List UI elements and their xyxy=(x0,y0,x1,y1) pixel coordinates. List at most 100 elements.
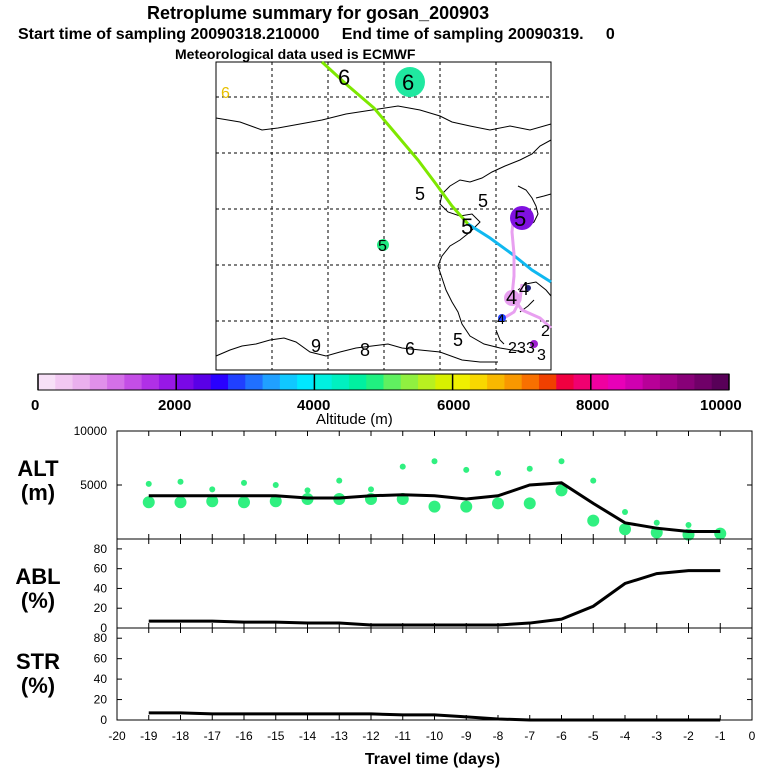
scatter-point xyxy=(336,477,343,484)
alt-label-line2: (m) xyxy=(20,480,56,505)
colorbar-tick-label: 2000 xyxy=(158,397,191,414)
scatter-point xyxy=(177,478,184,485)
colorbar-swatch xyxy=(659,374,678,390)
scatter-point xyxy=(590,477,597,484)
colorbar-swatch xyxy=(331,374,350,390)
abl-panel: 0 20 40 60 80 xyxy=(94,538,753,635)
colorbar-swatch xyxy=(314,374,333,390)
colorbar-swatch xyxy=(210,374,229,390)
colorbar-tick-labels: 0 2000 4000 6000 8000 10000 xyxy=(31,397,742,414)
trajectory-green xyxy=(320,60,470,225)
y-tick-label: 40 xyxy=(94,581,108,595)
x-tick-label: -1 xyxy=(715,729,726,743)
marker-purple xyxy=(510,206,534,230)
colorbar-swatch xyxy=(435,374,454,390)
colorbar-tick-label: 8000 xyxy=(576,397,609,414)
day-label: 4 xyxy=(497,311,505,327)
colorbar-swatch xyxy=(366,374,384,390)
scatter-point xyxy=(238,496,250,509)
y-tick-label: 60 xyxy=(94,652,108,666)
panel-frame xyxy=(116,538,753,629)
colorbar-swatch xyxy=(418,374,436,390)
scatter-point xyxy=(269,495,282,508)
marker-purple-small xyxy=(530,340,538,348)
scatter-point xyxy=(209,486,216,493)
colorbar-swatch xyxy=(469,374,488,390)
str-label-line1: STR xyxy=(16,649,60,674)
day-label: 4 xyxy=(519,279,529,299)
scatter-point xyxy=(428,500,441,513)
day-label: 4 xyxy=(506,287,517,309)
day-label: 5 xyxy=(461,214,473,239)
series-line xyxy=(148,711,721,722)
scatter-point xyxy=(272,482,279,488)
scatter-point xyxy=(555,484,568,497)
scatter-point xyxy=(241,479,247,486)
x-tick-label: -5 xyxy=(588,729,599,743)
colorbar-swatch xyxy=(297,374,315,390)
scatter-point xyxy=(587,514,600,527)
str-panel-label: STR (%) xyxy=(10,650,66,698)
day-label: 5 xyxy=(415,184,425,204)
marker-teal-large xyxy=(395,67,425,97)
day-label: 3 xyxy=(537,347,546,364)
day-label: 6 xyxy=(402,70,414,95)
series-line xyxy=(148,481,721,533)
x-tick-label: -14 xyxy=(299,729,317,743)
str-label-line2: (%) xyxy=(20,673,56,698)
trajectory-pink xyxy=(510,211,553,330)
trajectory-map: 6 6 6 5 5 5 5 5 9 8 6 5 4 4 4 2 2 3 3 3 xyxy=(215,60,553,371)
met-data-line: Meteorological data used is ECMWF xyxy=(175,46,416,62)
trajectory-cyan xyxy=(467,222,552,284)
colorbar-swatch xyxy=(538,374,557,390)
x-tick-label: -9 xyxy=(461,729,472,743)
colorbar-swatch xyxy=(487,374,505,390)
y-tick-label: 10000 xyxy=(74,424,108,438)
alt-panel: 5000 10000 xyxy=(74,424,753,541)
scatter-point xyxy=(526,465,533,472)
day-label: 8 xyxy=(360,340,370,360)
x-tick-label: -8 xyxy=(493,729,504,743)
map-gridlines xyxy=(216,62,551,370)
trajectories xyxy=(320,60,553,330)
colorbar-swatch xyxy=(452,374,471,390)
scatter-point xyxy=(492,497,504,510)
colorbar-swatch xyxy=(348,374,367,390)
x-tick-label: -20 xyxy=(108,729,126,743)
marker-blue xyxy=(498,314,506,322)
x-tick-label: -17 xyxy=(204,729,222,743)
colorbar-label: Altitude (m) xyxy=(316,411,393,428)
scatter-point xyxy=(685,521,692,528)
scatter-point xyxy=(523,497,536,510)
colorbar-swatch xyxy=(504,374,523,390)
alt-label-line1: ALT xyxy=(17,456,59,481)
colorbar-swatch xyxy=(625,374,644,390)
panel-frame xyxy=(116,627,753,721)
day-label: 5 xyxy=(514,206,526,231)
colorbar-swatch xyxy=(245,374,264,390)
x-tick-label: -11 xyxy=(395,729,412,743)
x-tick-label: -12 xyxy=(362,729,380,743)
scatter-point xyxy=(495,470,501,477)
trajectory-markers xyxy=(377,67,538,348)
colorbar-swatch xyxy=(72,374,91,390)
y-tick-label: 20 xyxy=(94,601,108,615)
colorbar-tick-label: 0 xyxy=(31,397,39,414)
colorbar-swatch xyxy=(176,374,194,390)
chart-title: Retroplume summary for gosan_200903 xyxy=(147,3,490,23)
scatter-point xyxy=(460,500,473,513)
y-tick-label: 5000 xyxy=(80,478,107,492)
scatter-point xyxy=(622,509,628,515)
colorbar-tick-label: 4000 xyxy=(297,397,330,414)
scatter-point xyxy=(368,486,374,493)
x-tick-label: -3 xyxy=(651,729,662,743)
x-tick-label: -2 xyxy=(683,729,694,743)
trajectory-pink-short xyxy=(503,283,524,320)
colorbar-swatch xyxy=(38,374,56,390)
y-tick-label: 80 xyxy=(94,542,108,556)
colorbar-swatch xyxy=(556,374,575,390)
abl-label-line1: ABL xyxy=(15,564,61,589)
colorbar-swatch xyxy=(89,374,108,390)
colorbar-swatch xyxy=(573,374,592,390)
marker-pink-1 xyxy=(504,290,520,306)
